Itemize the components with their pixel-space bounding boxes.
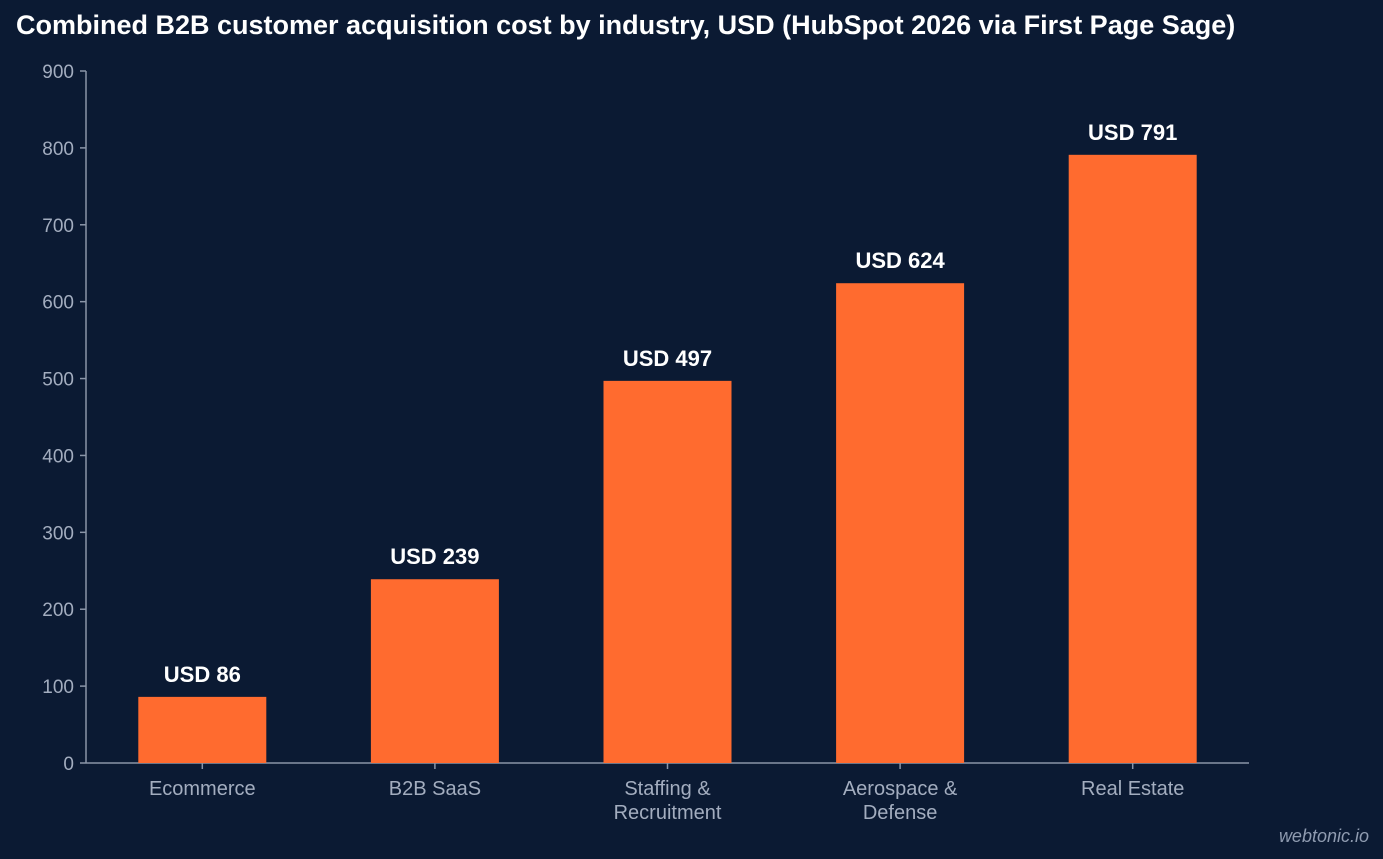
bar xyxy=(836,283,965,763)
bar-data-label: USD 791 xyxy=(1088,120,1177,145)
x-category-label-line: Aerospace & xyxy=(843,778,958,800)
bar xyxy=(603,380,732,763)
x-category-label-line: Staffing & xyxy=(624,778,711,800)
y-tick-label: 400 xyxy=(42,446,74,467)
bar xyxy=(138,696,267,763)
x-category-label: Aerospace & Defense xyxy=(843,778,958,824)
x-category-label-line: Ecommerce xyxy=(149,778,256,800)
x-category-label-line: B2B SaaS xyxy=(389,778,481,800)
x-category-label: B2B SaaS xyxy=(389,778,481,800)
x-category-label: Staffing & Recruitment xyxy=(614,778,722,824)
bar xyxy=(370,579,499,763)
bar-data-label: USD 239 xyxy=(390,544,479,569)
x-category-label-line: Real Estate xyxy=(1081,778,1184,800)
x-category-label: Real Estate xyxy=(1081,778,1184,800)
chart-title: Combined B2B customer acquisition cost b… xyxy=(16,10,1236,40)
y-tick-label: 600 xyxy=(42,293,74,314)
y-tick-label: 0 xyxy=(63,754,74,775)
y-tick-label: 700 xyxy=(42,216,74,237)
y-tick-label: 300 xyxy=(42,523,74,544)
bar-data-label: USD 497 xyxy=(623,346,712,371)
x-category-label: Ecommerce xyxy=(149,778,256,800)
bar-data-label: USD 86 xyxy=(164,662,241,687)
y-tick-label: 200 xyxy=(42,600,74,621)
x-category-label-line: Recruitment xyxy=(614,802,722,824)
y-tick-label: 500 xyxy=(42,370,74,391)
y-tick-label: 900 xyxy=(42,62,74,83)
y-tick-label: 800 xyxy=(42,139,74,160)
watermark: webtonic.io xyxy=(1278,826,1369,846)
y-tick-label: 100 xyxy=(42,677,74,698)
x-category-label-line: Defense xyxy=(863,802,938,824)
bar-data-label: USD 624 xyxy=(855,248,945,273)
bar xyxy=(1068,154,1197,763)
